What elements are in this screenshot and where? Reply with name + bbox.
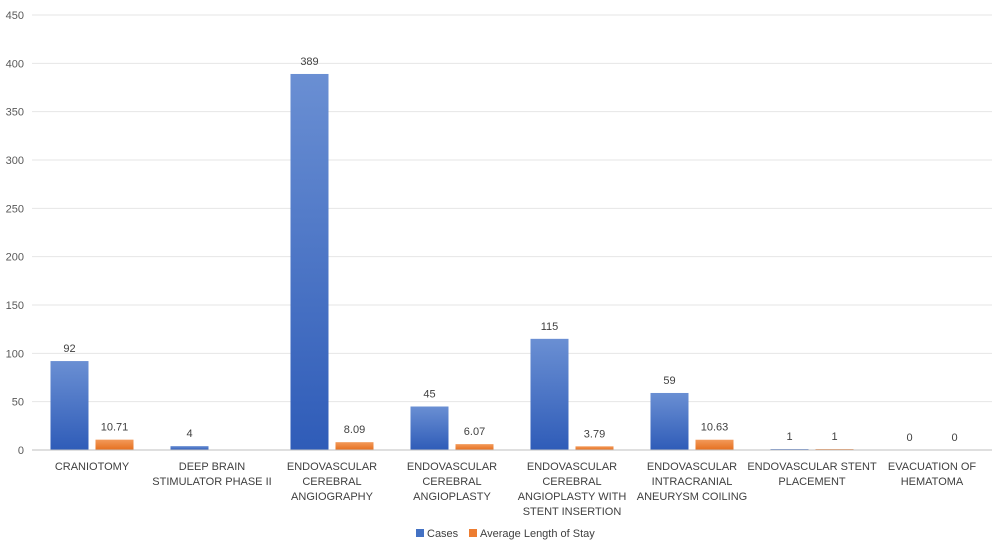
bar-cases	[290, 73, 329, 450]
x-category-label: EVACUATION OF HEMATOMA	[888, 461, 976, 488]
data-label: 115	[541, 321, 559, 333]
bar-cases	[50, 361, 89, 450]
legend: Cases Average Length of Stay	[416, 528, 595, 540]
bar-cases	[530, 338, 569, 450]
legend-swatch-cases	[416, 529, 424, 537]
gridlines	[32, 14, 992, 403]
legend-label: Average Length of Stay	[480, 528, 595, 540]
data-label: 1	[786, 431, 792, 443]
x-category-label: ENDOVASCULAR CEREBRAL ANGIOGRAPHY	[287, 461, 377, 503]
bar-avg-length-of-stay	[575, 446, 614, 450]
y-tick-label: 150	[6, 300, 24, 312]
data-label: 92	[63, 343, 75, 355]
y-axis: 0 50 100 150 200 250 300 350 400 450	[6, 10, 24, 457]
y-tick-label: 450	[6, 10, 24, 22]
data-label: 0	[951, 432, 957, 444]
bars	[50, 73, 854, 450]
data-label: 389	[300, 56, 318, 68]
bar-avg-length-of-stay	[95, 439, 134, 450]
data-label: 59	[663, 375, 675, 387]
bar-avg-length-of-stay	[455, 444, 494, 450]
x-category-label: ENDOVASCULAR CEREBRAL ANGIOPLASTY WITH STEN…	[518, 461, 627, 518]
x-category-label: CRANIOTOMY	[55, 461, 130, 473]
y-tick-label: 300	[6, 155, 24, 167]
legend-swatch-avg-length-of-stay	[469, 529, 477, 537]
data-label: 4	[186, 428, 192, 440]
x-axis: CRANIOTOMY DEEP BRAIN STIMULATOR PHASE II E…	[32, 449, 992, 518]
x-category-label: ENDOVASCULAR CEREBRAL ANGIOPLASTY	[407, 461, 497, 503]
data-labels: 92 10.71 4 389 8.09 45 6.07 115 3.79 59 10.63 1 1 0 0	[63, 56, 957, 444]
bar-avg-length-of-stay	[335, 442, 374, 450]
data-label: 45	[423, 389, 435, 401]
data-label: 10.71	[101, 422, 129, 434]
bar-cases	[650, 392, 689, 450]
data-label: 3.79	[584, 428, 605, 440]
data-label: 0	[906, 432, 912, 444]
x-category-label: DEEP BRAIN STIMULATOR PHASE II	[152, 461, 271, 488]
bar-avg-length-of-stay	[695, 439, 734, 450]
y-tick-label: 50	[12, 397, 24, 409]
data-label: 8.09	[344, 424, 365, 436]
bar-cases	[410, 406, 449, 450]
data-label: 6.07	[464, 426, 485, 438]
x-category-label: ENDOVASCULAR INTRACRANIAL ANEURYSM COILING	[637, 461, 747, 503]
y-tick-label: 100	[6, 348, 24, 360]
x-category-label: ENDOVASCULAR STENT PLACEMENT	[747, 461, 877, 488]
legend-label: Cases	[427, 528, 459, 540]
bar-cases	[170, 446, 209, 450]
y-tick-label: 200	[6, 252, 24, 264]
y-tick-label: 0	[18, 445, 24, 457]
data-label: 10.63	[701, 422, 729, 434]
y-tick-label: 350	[6, 107, 24, 119]
y-tick-label: 400	[6, 58, 24, 70]
data-label: 1	[831, 431, 837, 443]
y-tick-label: 250	[6, 203, 24, 215]
